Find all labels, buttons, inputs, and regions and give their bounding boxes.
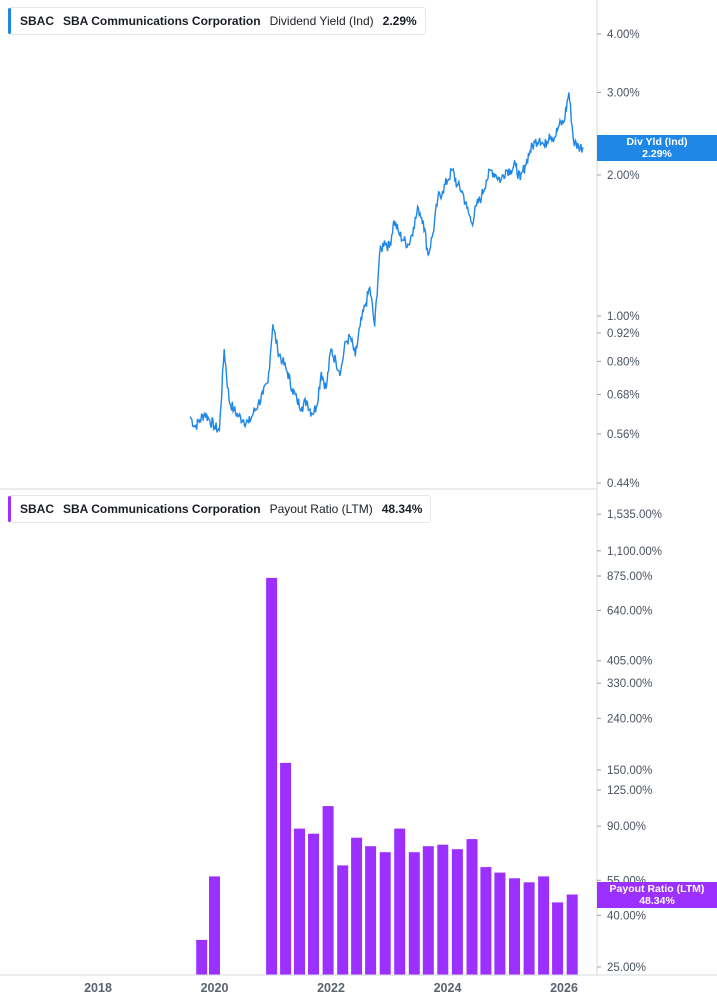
x-tick-label: 2018 (84, 981, 112, 995)
payout-bar (196, 939, 208, 975)
payout-y-tick-label: 240.00% (607, 713, 652, 725)
payout-bar (308, 833, 319, 975)
payout-y-tick-label: 875.00% (607, 571, 652, 583)
payout-bar (408, 852, 420, 975)
legend-ticker: SBAC (20, 502, 55, 516)
payout-value-flag: Payout Ratio (LTM) 48.34% (597, 881, 717, 908)
yield-y-tick-label: 0.80% (607, 356, 640, 368)
yield-legend-swatch (8, 8, 11, 34)
bottom-legend: SBAC SBA Communications Corporation Payo… (8, 495, 432, 523)
flag-label: Div Yld (Ind) (626, 135, 688, 148)
payout-bar (494, 872, 506, 975)
payout-bar (209, 876, 220, 975)
yield-y-tick-label: 4.00% (607, 29, 640, 41)
payout-y-tick-label: 25.00% (607, 962, 646, 974)
x-tick-label: 2022 (317, 981, 345, 995)
payout-bar (509, 878, 520, 975)
legend-value: 2.29% (382, 14, 417, 28)
x-tick-label: 2026 (550, 981, 578, 995)
x-tick-label: 2024 (434, 981, 462, 995)
yield-y-tick-label: 2.00% (607, 170, 640, 182)
payout-bar (466, 839, 478, 975)
payout-bar (394, 828, 406, 975)
payout-y-tick-label: 1,535.00% (607, 509, 662, 521)
flag-value: 2.29% (642, 147, 672, 160)
top-legend: SBAC SBA Communications Corporation Divi… (8, 7, 426, 35)
payout-bar (280, 762, 292, 975)
payout-y-tick-label: 405.00% (607, 656, 652, 668)
payout-bar (351, 837, 363, 975)
legend-metric: Payout Ratio (LTM) (269, 502, 373, 516)
payout-y-tick-label: 330.00% (607, 678, 652, 690)
payout-bar (266, 577, 278, 975)
payout-bar (379, 852, 391, 975)
legend-value: 48.34% (381, 502, 423, 516)
payout-bar (422, 846, 434, 975)
yield-y-tick-label: 1.00% (607, 311, 640, 323)
payout-bar (552, 902, 564, 975)
payout-y-tick-label: 40.00% (607, 910, 646, 922)
dividend-yield-line (189, 92, 584, 433)
yield-y-tick-label: 3.00% (607, 88, 640, 100)
legend-ticker: SBAC (20, 14, 55, 28)
flag-value: 48.34% (639, 894, 675, 907)
payout-bar (294, 828, 305, 975)
payout-legend-swatch (8, 496, 11, 522)
legend-metric: Dividend Yield (Ind) (269, 14, 374, 28)
payout-y-tick-label: 125.00% (607, 785, 652, 797)
yield-y-tick-label: 0.44% (607, 478, 640, 490)
flag-label: Payout Ratio (LTM) (609, 882, 705, 895)
x-tick-label: 2020 (201, 981, 229, 995)
yield-y-tick-label: 0.56% (607, 429, 640, 441)
payout-y-tick-label: 640.00% (607, 605, 652, 617)
payout-bar (523, 882, 535, 975)
payout-bar (337, 865, 349, 975)
payout-bar (451, 849, 463, 975)
payout-bar (480, 867, 492, 975)
payout-bar (437, 844, 449, 975)
payout-bar (538, 876, 550, 975)
payout-bar (365, 846, 377, 975)
payout-y-tick-label: 1,100.00% (607, 546, 662, 558)
payout-y-tick-label: 150.00% (607, 765, 652, 777)
yield-value-flag: Div Yld (Ind) 2.29% (597, 134, 717, 161)
payout-bar (322, 806, 334, 975)
payout-y-tick-label: 90.00% (607, 821, 646, 833)
legend-company: SBA Communications Corporation (63, 502, 261, 516)
payout-bar (566, 894, 578, 975)
yield-y-tick-label: 0.68% (607, 389, 640, 401)
legend-company: SBA Communications Corporation (63, 14, 261, 28)
yield-y-tick-label: 0.92% (607, 328, 640, 340)
